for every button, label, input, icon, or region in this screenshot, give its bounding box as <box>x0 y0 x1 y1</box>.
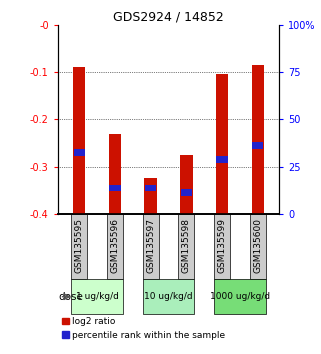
Bar <box>252 65 264 214</box>
Bar <box>109 133 121 214</box>
Bar <box>71 214 87 279</box>
Bar <box>181 189 192 196</box>
Text: 1 ug/kg/d: 1 ug/kg/d <box>76 292 118 301</box>
Text: GSM135598: GSM135598 <box>182 218 191 273</box>
Bar <box>216 74 228 214</box>
Text: dose: dose <box>58 292 83 302</box>
Text: GSM135597: GSM135597 <box>146 218 155 273</box>
Text: 10 ug/kg/d: 10 ug/kg/d <box>144 292 193 301</box>
Bar <box>214 214 230 279</box>
Bar <box>74 149 85 156</box>
Text: 1000 ug/kg/d: 1000 ug/kg/d <box>210 292 270 301</box>
Bar <box>107 214 123 279</box>
Bar <box>143 214 159 279</box>
Bar <box>109 184 121 191</box>
Title: GDS2924 / 14852: GDS2924 / 14852 <box>113 11 224 24</box>
Text: GSM135599: GSM135599 <box>218 218 227 273</box>
Bar <box>252 142 264 149</box>
Bar <box>71 279 123 314</box>
Bar <box>216 156 228 163</box>
Bar <box>73 67 85 214</box>
Text: GSM135596: GSM135596 <box>110 218 119 273</box>
Bar <box>143 279 195 314</box>
Text: GSM135595: GSM135595 <box>75 218 84 273</box>
Legend: log2 ratio, percentile rank within the sample: log2 ratio, percentile rank within the s… <box>62 317 225 340</box>
Bar <box>178 214 195 279</box>
Bar <box>145 184 156 191</box>
Bar <box>180 155 193 214</box>
Text: GSM135600: GSM135600 <box>253 218 262 273</box>
Bar <box>144 178 157 214</box>
Bar <box>214 279 266 314</box>
Bar <box>250 214 266 279</box>
